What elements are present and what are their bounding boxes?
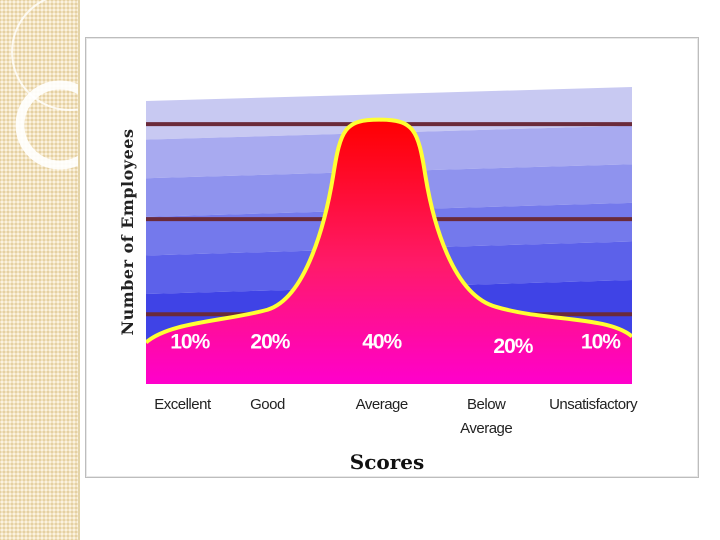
category-label: Good [250,396,285,413]
percent-label: 20% [493,335,533,358]
bell-curve-chart: 10% 20% 40% 20% 10% Excellent Good Average Belo… [118,87,639,474]
x-axis-title: Scores [350,450,424,474]
strip-edge-divider [78,0,80,540]
percent-label: 40% [362,330,402,353]
decorative-rings-icon [11,0,78,170]
percent-label: 10% [170,330,210,353]
chart-frame: 10% 20% 40% 20% 10% Excellent Good Average Belo… [85,37,699,478]
percent-label: 20% [250,330,290,353]
bell-curve-outline [146,117,632,344]
percent-labels: 10% 20% 40% 20% 10% [170,330,622,358]
category-label: Below Average [460,396,512,437]
category-labels: Excellent Good Average Below Average Unsatisf… [154,396,638,437]
category-label: Excellent [154,396,212,413]
percent-label: 10% [581,330,621,353]
decorative-side-strip [0,0,78,540]
background-band [146,87,632,140]
category-label: Average [356,396,408,413]
y-axis-title: Number of Employees [118,129,137,336]
bell-curve-area [146,119,632,384]
category-label: Unsatisfactory [549,396,638,413]
